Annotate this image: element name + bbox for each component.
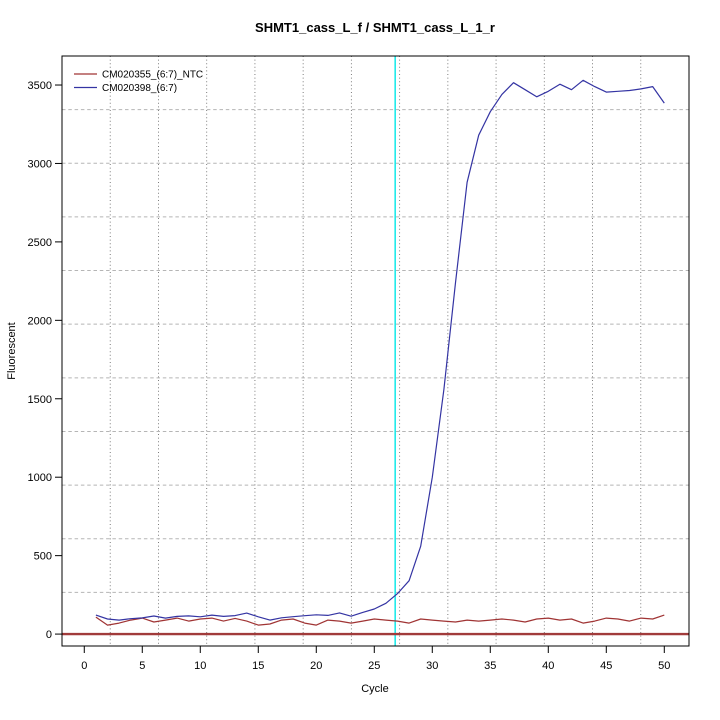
y-tick-label: 3500 [28, 80, 52, 92]
legend-item-ntc: CM020355_(6:7)_NTC [74, 70, 203, 81]
x-tick-label: 25 [368, 660, 380, 672]
grid-lines [62, 56, 689, 646]
x-tick-label: 40 [542, 660, 554, 672]
x-tick-label: 10 [194, 660, 206, 672]
legend-label-ntc: CM020355_(6:7)_NTC [102, 70, 203, 81]
axes: 0 5 10 15 20 25 30 35 40 45 5005001000150020002500… [28, 80, 671, 672]
x-tick-label: 35 [484, 660, 496, 672]
y-axis-title: Fluorescent [6, 322, 18, 379]
y-tick-label: 2000 [28, 315, 52, 327]
chart-title: SHMT1_cass_L_f / SHMT1_cass_L_1_r [255, 20, 495, 35]
y-tick-label: 500 [34, 551, 52, 563]
y-tick-label: 3000 [28, 158, 52, 170]
plot-border [61, 55, 690, 647]
x-tick-label: 30 [426, 660, 438, 672]
x-tick-label: 15 [252, 660, 264, 672]
series-line-ntc [95, 614, 665, 626]
y-tick-label: 1000 [28, 472, 52, 484]
legend: CM020355_(6:7)_NTC CM020398_(6:7) [74, 70, 203, 94]
x-tick-label: 20 [310, 660, 322, 672]
y-tick-label: 1500 [28, 394, 52, 406]
series-lines [95, 79, 665, 626]
legend-label-sample: CM020398_(6:7) [102, 83, 177, 94]
reference-lines [62, 56, 689, 646]
x-axis-title: Cycle [361, 683, 389, 695]
x-tick-label: 5 [139, 660, 145, 672]
y-tick-label: 0 [46, 629, 52, 641]
x-tick-label: 45 [600, 660, 612, 672]
y-tick-label: 2500 [28, 237, 52, 249]
series-line-sample [95, 79, 665, 621]
x-tick-label: 50 [658, 660, 670, 672]
x-tick-label: 0 [81, 660, 87, 672]
legend-item-sample: CM020398_(6:7) [74, 83, 177, 94]
